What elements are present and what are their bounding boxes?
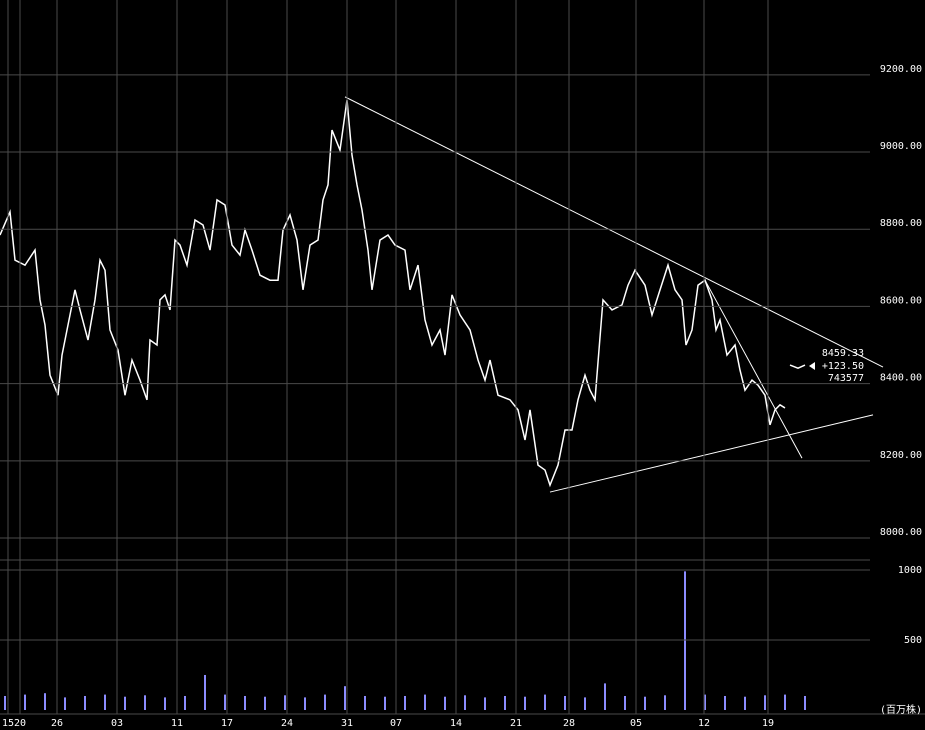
volume-bar xyxy=(784,694,786,710)
y-tick-label: 9000.00 xyxy=(880,141,922,152)
y-tick-label: 8400.00 xyxy=(880,373,922,384)
volume-bar xyxy=(44,693,46,710)
volume-bar xyxy=(404,695,406,710)
x-tick-label: 28 xyxy=(563,718,575,729)
trend-line xyxy=(704,279,803,459)
price-change: +123.50 xyxy=(822,361,864,372)
trend-line xyxy=(344,96,884,368)
x-tick-label: 24 xyxy=(281,718,293,729)
x-tick-label: 17 xyxy=(221,718,233,729)
volume-bar xyxy=(184,695,186,710)
volume-bar xyxy=(84,695,86,710)
x-tick-label: 19 xyxy=(762,718,774,729)
volume-bar xyxy=(664,695,666,710)
volume-bar xyxy=(64,697,66,710)
volume-bar xyxy=(564,695,566,710)
volume-bar xyxy=(544,694,546,710)
volume-bar xyxy=(604,683,606,710)
volume-bar xyxy=(764,695,766,710)
volume-tick-label: 500 xyxy=(904,635,922,646)
x-tick-label: 15 xyxy=(2,718,14,729)
volume-bar xyxy=(804,695,806,710)
volume-bar xyxy=(424,694,426,710)
volume-bar xyxy=(644,696,646,710)
y-tick-label: 8800.00 xyxy=(880,218,922,229)
volume-bar xyxy=(24,694,26,710)
volume-bar xyxy=(384,696,386,710)
x-tick-label: 20 xyxy=(14,718,26,729)
volume-bar xyxy=(144,695,146,710)
volume-bar xyxy=(744,696,746,710)
volume-bar xyxy=(284,695,286,710)
volume-bar xyxy=(524,696,526,710)
volume-bar xyxy=(624,695,626,710)
x-tick-label: 31 xyxy=(341,718,353,729)
volume-bar xyxy=(364,695,366,710)
volume-bar xyxy=(504,695,506,710)
x-tick-label: 07 xyxy=(390,718,402,729)
last-price: 8459.33 xyxy=(822,348,864,359)
x-tick-label: 12 xyxy=(698,718,710,729)
x-tick-label: 03 xyxy=(111,718,123,729)
volume-bar xyxy=(224,694,226,710)
volume-bar xyxy=(164,697,166,710)
volume-bar xyxy=(124,696,126,710)
volume-bar xyxy=(464,695,466,710)
volume-bar xyxy=(204,674,206,710)
y-tick-label: 8600.00 xyxy=(880,295,922,306)
volume-bar xyxy=(724,695,726,710)
volume-bar xyxy=(704,694,706,710)
volume-bar xyxy=(304,697,306,710)
volume-bar xyxy=(344,686,346,710)
volume-unit: (百万株) xyxy=(880,703,922,716)
volume-bar xyxy=(324,694,326,710)
x-tick-label: 14 xyxy=(450,718,462,729)
volume-bar xyxy=(484,697,486,710)
volume-bar xyxy=(264,696,266,710)
volume-bar xyxy=(4,695,6,710)
price-marker xyxy=(809,362,815,370)
volume-bar xyxy=(444,696,446,710)
x-tick-label: 21 xyxy=(510,718,522,729)
y-tick-label: 9200.00 xyxy=(880,64,922,75)
x-tick-label: 05 xyxy=(630,718,642,729)
volume-value: 743577 xyxy=(828,373,864,384)
volume-tick-label: 1000 xyxy=(898,565,922,576)
x-tick-label: 11 xyxy=(171,718,183,729)
volume-bar xyxy=(684,571,686,710)
volume-bar xyxy=(584,697,586,710)
x-tick-label: 26 xyxy=(51,718,63,729)
volume-bar xyxy=(104,694,106,710)
y-tick-label: 8000.00 xyxy=(880,527,922,538)
trend-line xyxy=(549,414,874,493)
volume-bar xyxy=(244,695,246,710)
price-line xyxy=(0,99,806,488)
y-tick-label: 8200.00 xyxy=(880,450,922,461)
